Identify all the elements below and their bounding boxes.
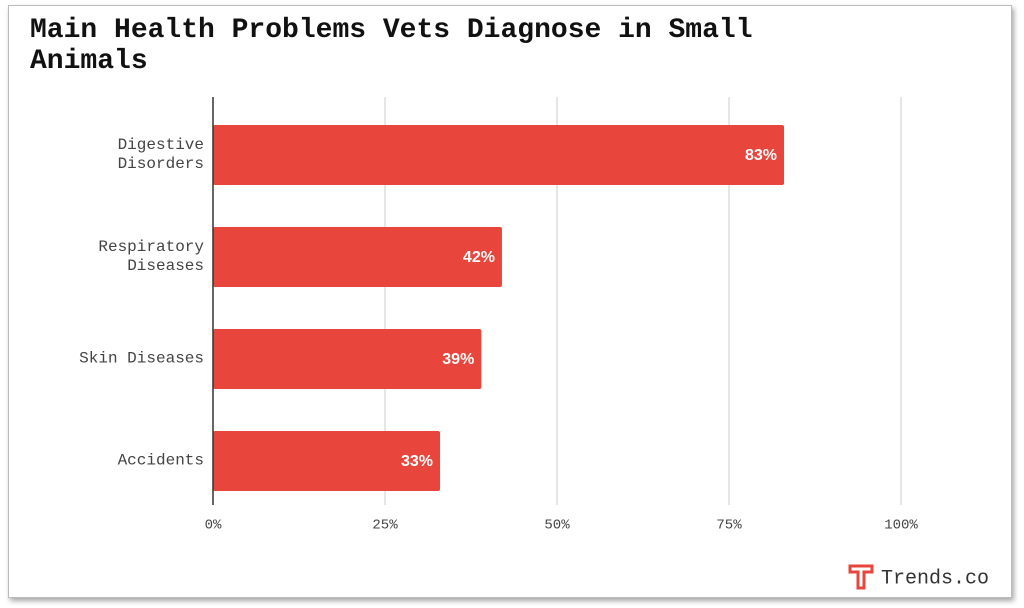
chart-title: Main Health Problems Vets Diagnose in Sm… — [30, 15, 753, 77]
value-label: 42% — [463, 249, 495, 266]
value-label: 83% — [745, 147, 777, 164]
x-tick-label: 25% — [372, 518, 398, 534]
y-tick-label: Respiratory Diseases — [98, 238, 204, 275]
watermark: Trends.co — [881, 567, 989, 590]
frame — [8, 5, 1012, 598]
x-tick-label: 0% — [205, 518, 222, 534]
y-tick-label: Skin Diseases — [79, 349, 204, 368]
x-tick-label: 75% — [716, 518, 742, 534]
y-tick-label: Accidents — [117, 451, 204, 470]
x-tick-label: 100% — [884, 518, 918, 534]
value-label: 33% — [401, 453, 433, 470]
value-label: 39% — [442, 351, 474, 368]
y-tick-label: Digestive Disorders — [117, 136, 204, 173]
bar — [213, 431, 441, 491]
logo — [848, 564, 874, 590]
x-tick-label: 50% — [544, 518, 570, 534]
bar — [213, 329, 482, 389]
bar — [213, 125, 785, 185]
bar — [213, 227, 502, 287]
